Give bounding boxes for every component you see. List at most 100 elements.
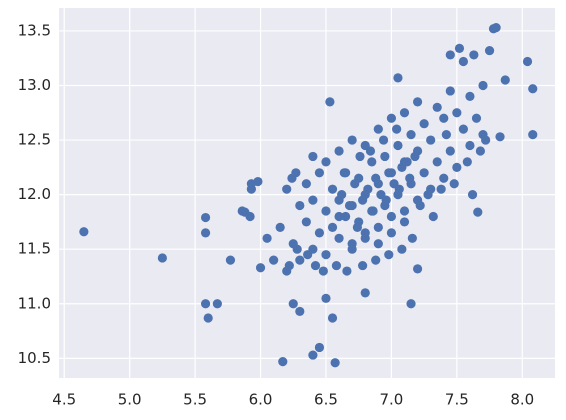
- point: [402, 157, 412, 167]
- point: [500, 75, 510, 85]
- point: [405, 173, 415, 183]
- point: [392, 124, 402, 134]
- point: [303, 250, 313, 260]
- point: [419, 168, 429, 178]
- point: [384, 250, 394, 260]
- point: [347, 135, 357, 145]
- point: [399, 206, 410, 216]
- point: [337, 190, 347, 200]
- point: [386, 211, 397, 222]
- point: [203, 313, 213, 323]
- point: [342, 266, 352, 276]
- point: [295, 306, 305, 317]
- point: [462, 157, 472, 167]
- point: [378, 135, 389, 145]
- point: [360, 233, 370, 243]
- point: [528, 130, 538, 140]
- point: [284, 260, 294, 271]
- x-tick-label: 4.5: [52, 391, 76, 409]
- point: [528, 84, 538, 94]
- point: [381, 195, 391, 205]
- point: [465, 91, 475, 102]
- point: [344, 200, 355, 211]
- point: [253, 176, 263, 187]
- point: [291, 168, 301, 178]
- point: [321, 206, 331, 216]
- point: [399, 108, 410, 118]
- point: [310, 260, 321, 271]
- point: [495, 132, 505, 142]
- point: [314, 342, 325, 353]
- point: [288, 299, 298, 309]
- point: [439, 113, 449, 123]
- point: [255, 263, 266, 273]
- point: [469, 50, 479, 60]
- point: [371, 255, 381, 265]
- point: [471, 113, 482, 123]
- point: [407, 233, 417, 243]
- point: [334, 211, 344, 222]
- point: [522, 56, 533, 67]
- point: [225, 255, 236, 265]
- y-tick-label: 12.5: [18, 131, 51, 149]
- point: [445, 86, 455, 96]
- x-tick-label: 5.5: [183, 391, 207, 409]
- x-tick-label: 6.0: [249, 391, 273, 409]
- point: [269, 255, 279, 265]
- y-tick-label: 10.5: [18, 349, 51, 367]
- plot-background: [59, 8, 555, 378]
- point: [384, 168, 394, 178]
- point: [419, 119, 429, 129]
- point: [458, 56, 468, 67]
- point: [454, 43, 465, 53]
- point: [360, 288, 370, 298]
- x-tick-label: 6.5: [314, 391, 338, 409]
- point: [331, 260, 342, 271]
- point: [458, 124, 468, 134]
- point: [428, 211, 438, 222]
- point: [327, 222, 338, 232]
- point: [327, 313, 338, 323]
- point: [373, 239, 383, 249]
- y-tick-label: 11.5: [18, 240, 51, 258]
- point: [330, 358, 340, 368]
- point: [406, 299, 416, 309]
- point: [321, 250, 331, 260]
- point: [399, 217, 410, 227]
- point: [432, 157, 442, 167]
- point: [308, 350, 318, 360]
- point: [301, 179, 311, 189]
- point: [352, 222, 362, 232]
- point: [347, 244, 357, 254]
- point: [314, 168, 325, 178]
- point: [436, 184, 446, 194]
- point: [397, 244, 407, 254]
- point: [412, 264, 423, 274]
- point: [79, 227, 89, 237]
- point: [339, 168, 349, 178]
- point: [373, 124, 383, 134]
- point: [341, 211, 351, 222]
- point: [308, 151, 318, 162]
- point: [386, 113, 397, 123]
- point: [445, 146, 455, 156]
- point: [157, 253, 167, 263]
- x-tick-label: 8.0: [510, 391, 534, 409]
- point: [432, 102, 442, 112]
- point: [334, 233, 344, 243]
- point: [355, 151, 365, 162]
- point: [212, 299, 222, 309]
- point: [467, 190, 478, 200]
- point: [415, 200, 425, 211]
- point: [410, 151, 420, 162]
- point: [318, 266, 328, 276]
- point: [475, 146, 486, 156]
- point: [365, 146, 376, 156]
- point: [465, 140, 475, 151]
- y-tick-label: 13.5: [18, 21, 51, 39]
- point: [367, 157, 377, 167]
- point: [262, 233, 272, 243]
- point: [406, 130, 416, 140]
- point: [295, 255, 305, 265]
- point: [473, 207, 483, 217]
